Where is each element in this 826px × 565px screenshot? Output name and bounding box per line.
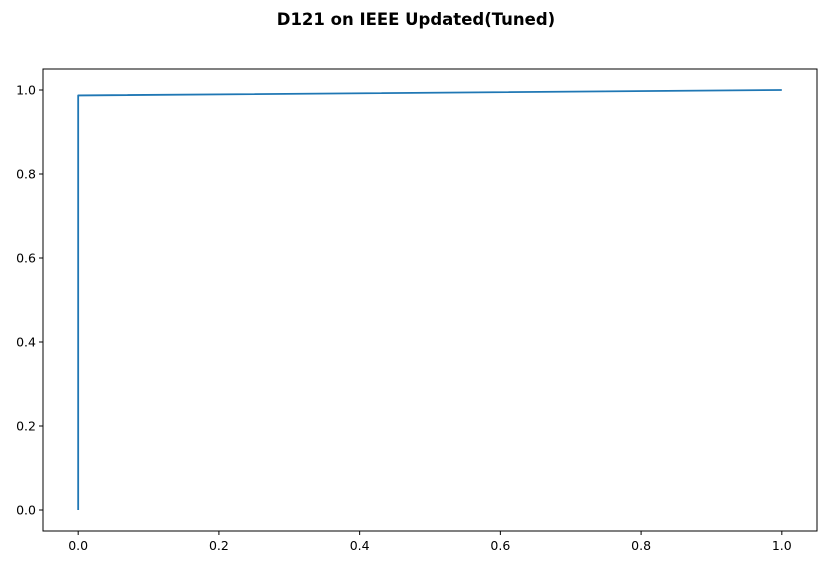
x-tick-label: 0.4 bbox=[350, 538, 370, 553]
x-tick-label: 1.0 bbox=[772, 538, 792, 553]
axes-frame bbox=[42, 68, 818, 532]
x-tick-label: 0.0 bbox=[68, 538, 88, 553]
y-tick-label: 1.0 bbox=[16, 83, 36, 98]
y-tick-label: 0.0 bbox=[16, 503, 36, 518]
x-tick-label: 0.2 bbox=[209, 538, 229, 553]
y-tick-label: 0.8 bbox=[16, 167, 36, 182]
series-line-0 bbox=[77, 89, 782, 510]
chart-title: D121 on IEEE Updated(Tuned) bbox=[277, 10, 555, 29]
x-tick-label: 0.6 bbox=[490, 538, 510, 553]
y-tick-label: 0.2 bbox=[16, 419, 36, 434]
y-tick-label: 0.6 bbox=[16, 251, 36, 266]
x-tick-label: 0.8 bbox=[631, 538, 651, 553]
y-tick-label: 0.4 bbox=[16, 335, 36, 350]
plot-area: 0.0 0.2 0.4 0.6 0.8 1.0 0.0 0.2 0.4 0.6 0.8 1.0 bbox=[16, 68, 818, 553]
